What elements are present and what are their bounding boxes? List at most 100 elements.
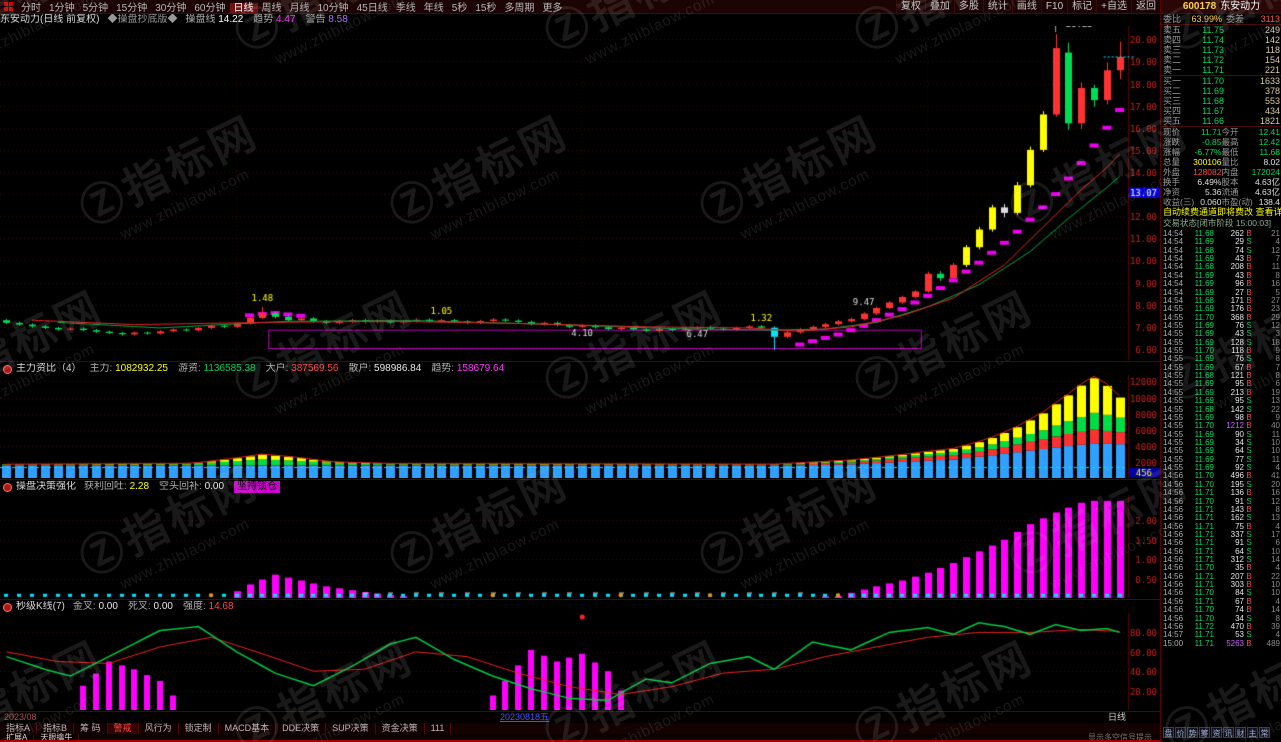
tick-row: 14:55 11.70 1212 B 40 xyxy=(1161,421,1281,430)
osc-canvas[interactable] xyxy=(0,613,1160,710)
tick-price: 11.69 xyxy=(1194,437,1214,447)
tick-count: 19 xyxy=(1271,387,1280,397)
period-tab-周线[interactable]: 周线 xyxy=(261,2,282,14)
decision-canvas[interactable] xyxy=(0,495,1160,598)
tick-time: 14:56 xyxy=(1163,596,1184,606)
tick-direction: S xyxy=(1246,329,1252,339)
level-volume: 553 xyxy=(1264,96,1280,106)
period-tab-5分钟[interactable]: 5分钟 xyxy=(82,2,109,14)
tick-price: 11.68 xyxy=(1194,295,1214,305)
sidebar-tab-势[interactable]: 势 xyxy=(1187,727,1198,738)
period-tab-60分钟[interactable]: 60分钟 xyxy=(194,2,226,14)
tool-返回[interactable]: 返回 xyxy=(1131,0,1160,13)
period-tab-30分钟[interactable]: 30分钟 xyxy=(155,2,187,14)
tool-复权[interactable]: 复权 xyxy=(895,0,925,13)
bottom-tab-资金决策[interactable]: 资金决策 xyxy=(376,723,425,734)
tick-count: 11 xyxy=(1271,262,1280,272)
tool-统计[interactable]: 统计 xyxy=(982,0,1012,13)
panel-separator xyxy=(0,711,1160,712)
tool-画线[interactable]: 画线 xyxy=(1011,0,1041,13)
tick-row: 14:55 11.69 64 S 10 xyxy=(1161,446,1281,455)
tick-row: 14:57 11.71 53 S 4 xyxy=(1161,630,1281,639)
tick-direction: S xyxy=(1246,538,1252,548)
tick-direction: B xyxy=(1246,521,1252,531)
period-tab-15分钟[interactable]: 15分钟 xyxy=(116,2,148,14)
bottom-tab-筹 码[interactable]: 筹 码 xyxy=(74,723,108,734)
x-axis-period-label[interactable]: 日线 xyxy=(1107,712,1126,722)
sidebar-tab-常[interactable]: 常 xyxy=(1259,727,1270,738)
sidebar-tab-讯[interactable]: 讯 xyxy=(1223,727,1234,738)
tick-row: 14:55 11.69 76 S 8 xyxy=(1161,355,1281,364)
period-tab-5秒[interactable]: 5秒 xyxy=(451,2,468,14)
info-label: 流通 xyxy=(1221,187,1239,197)
period-tab-分时[interactable]: 分时 xyxy=(21,2,41,14)
bottom-tab-风行为[interactable]: 风行为 xyxy=(139,723,179,734)
period-tab-季线[interactable]: 季线 xyxy=(395,2,416,14)
bottom-tab-SUP决策[interactable]: SUP决策 xyxy=(326,723,376,734)
tick-trade-list[interactable]: 14:54 11.68 262 B 21 14:54 11.69 29 S 4 14:54 11.68… xyxy=(1161,230,1281,650)
tick-price: 11.70 xyxy=(1194,588,1214,598)
period-tab-月线[interactable]: 月线 xyxy=(289,2,310,14)
tool-多股[interactable]: 多股 xyxy=(953,0,983,13)
bottom-tab-锁定制[interactable]: 锁定制 xyxy=(179,723,219,734)
sidebar-tab-筹[interactable]: 筹 xyxy=(1199,727,1210,738)
tick-direction: B xyxy=(1246,304,1252,314)
panel-indicator-icon[interactable] xyxy=(3,602,12,612)
period-tab-多周期[interactable]: 多周期 xyxy=(504,2,535,14)
indicator-label: 大户: xyxy=(265,363,292,374)
x-axis-date-label[interactable]: 20230818五 xyxy=(500,712,550,722)
tick-count: 10 xyxy=(1271,546,1280,556)
level-price: 11.67 xyxy=(1202,106,1224,116)
period-tab-日线[interactable]: 日线 xyxy=(229,2,258,14)
tick-price: 11.71 xyxy=(1194,546,1214,556)
period-tab-10分钟[interactable]: 10分钟 xyxy=(317,2,349,14)
tick-direction: S xyxy=(1246,337,1252,347)
indicator-tab-bar-2: 扩展A 天眼擒牛 显示多空信号提示 xyxy=(0,733,1160,742)
sidebar-tab-主[interactable]: 主 xyxy=(1247,727,1258,738)
kline-title: 东安动力(日线 前复权) xyxy=(0,14,100,25)
notice-marquee[interactable]: 自动续费通道即将费改 查看详情 xyxy=(1163,207,1281,217)
bottom-tab2-天眼擒牛[interactable]: 天眼擒牛 xyxy=(34,733,80,742)
period-tab-45日线[interactable]: 45日线 xyxy=(356,2,388,14)
panel-indicator-icon[interactable] xyxy=(3,364,12,374)
bottom-tab-111[interactable]: 111 xyxy=(425,723,452,734)
tick-row: 14:55 11.69 95 B 6 xyxy=(1161,379,1281,389)
main-kline-canvas[interactable] xyxy=(0,26,1160,360)
tick-count: 6 xyxy=(1275,379,1280,389)
bottom-tab-指标B[interactable]: 指标B xyxy=(37,723,75,734)
info-row: 总量 300106 量比 8.02 xyxy=(1161,157,1281,167)
tick-price: 11.71 xyxy=(1194,538,1214,548)
tick-row: 14:56 11.72 470 B 39 xyxy=(1161,621,1281,631)
tool-F10[interactable]: F10 xyxy=(1040,0,1067,13)
bottom-tab-指标A[interactable]: 指标A xyxy=(0,723,38,734)
bottom-tab-警戒[interactable]: 警戒 xyxy=(107,723,139,734)
period-tab-15秒[interactable]: 15秒 xyxy=(475,2,497,14)
grid-menu-icon[interactable] xyxy=(4,2,13,11)
tool-标记[interactable]: 标记 xyxy=(1067,0,1096,13)
tick-volume: 496 xyxy=(1230,471,1244,481)
level-price: 11.74 xyxy=(1202,35,1224,45)
info-row: 现价 11.71 今开 12.41 xyxy=(1161,127,1281,137)
tick-direction: S xyxy=(1246,496,1252,506)
period-tab-更多[interactable]: 更多 xyxy=(542,2,563,14)
bottom-tab2-扩展A[interactable]: 扩展A xyxy=(0,733,35,742)
sidebar-tab-价[interactable]: 价 xyxy=(1175,727,1186,738)
sidebar-tab-财[interactable]: 财 xyxy=(1235,727,1246,738)
tool-+自选[interactable]: +自选 xyxy=(1096,0,1131,13)
tick-time: 14:54 xyxy=(1163,262,1184,272)
tick-direction: S xyxy=(1246,555,1252,565)
tick-volume: 162 xyxy=(1230,513,1244,523)
sidebar-tab-资[interactable]: 资 xyxy=(1211,727,1222,738)
tick-count: 39 xyxy=(1271,621,1280,631)
panel-indicator-icon[interactable] xyxy=(3,482,12,492)
bottom-tab-DDE决策[interactable]: DDE决策 xyxy=(276,723,327,734)
tick-row: 14:56 11.71 312 S 14 xyxy=(1161,555,1281,565)
tool-叠加[interactable]: 叠加 xyxy=(924,0,954,13)
funds-canvas[interactable] xyxy=(0,375,1160,478)
stock-title[interactable]: 600178 东安动力 xyxy=(1161,0,1281,14)
sidebar-tab-盘[interactable]: 盘 xyxy=(1163,727,1174,738)
period-tab-年线[interactable]: 年线 xyxy=(423,2,444,14)
tick-volume: 98 xyxy=(1235,412,1244,422)
bottom-tab-MACD基本[interactable]: MACD基本 xyxy=(219,723,277,734)
period-tab-1分钟[interactable]: 1分钟 xyxy=(49,2,75,14)
